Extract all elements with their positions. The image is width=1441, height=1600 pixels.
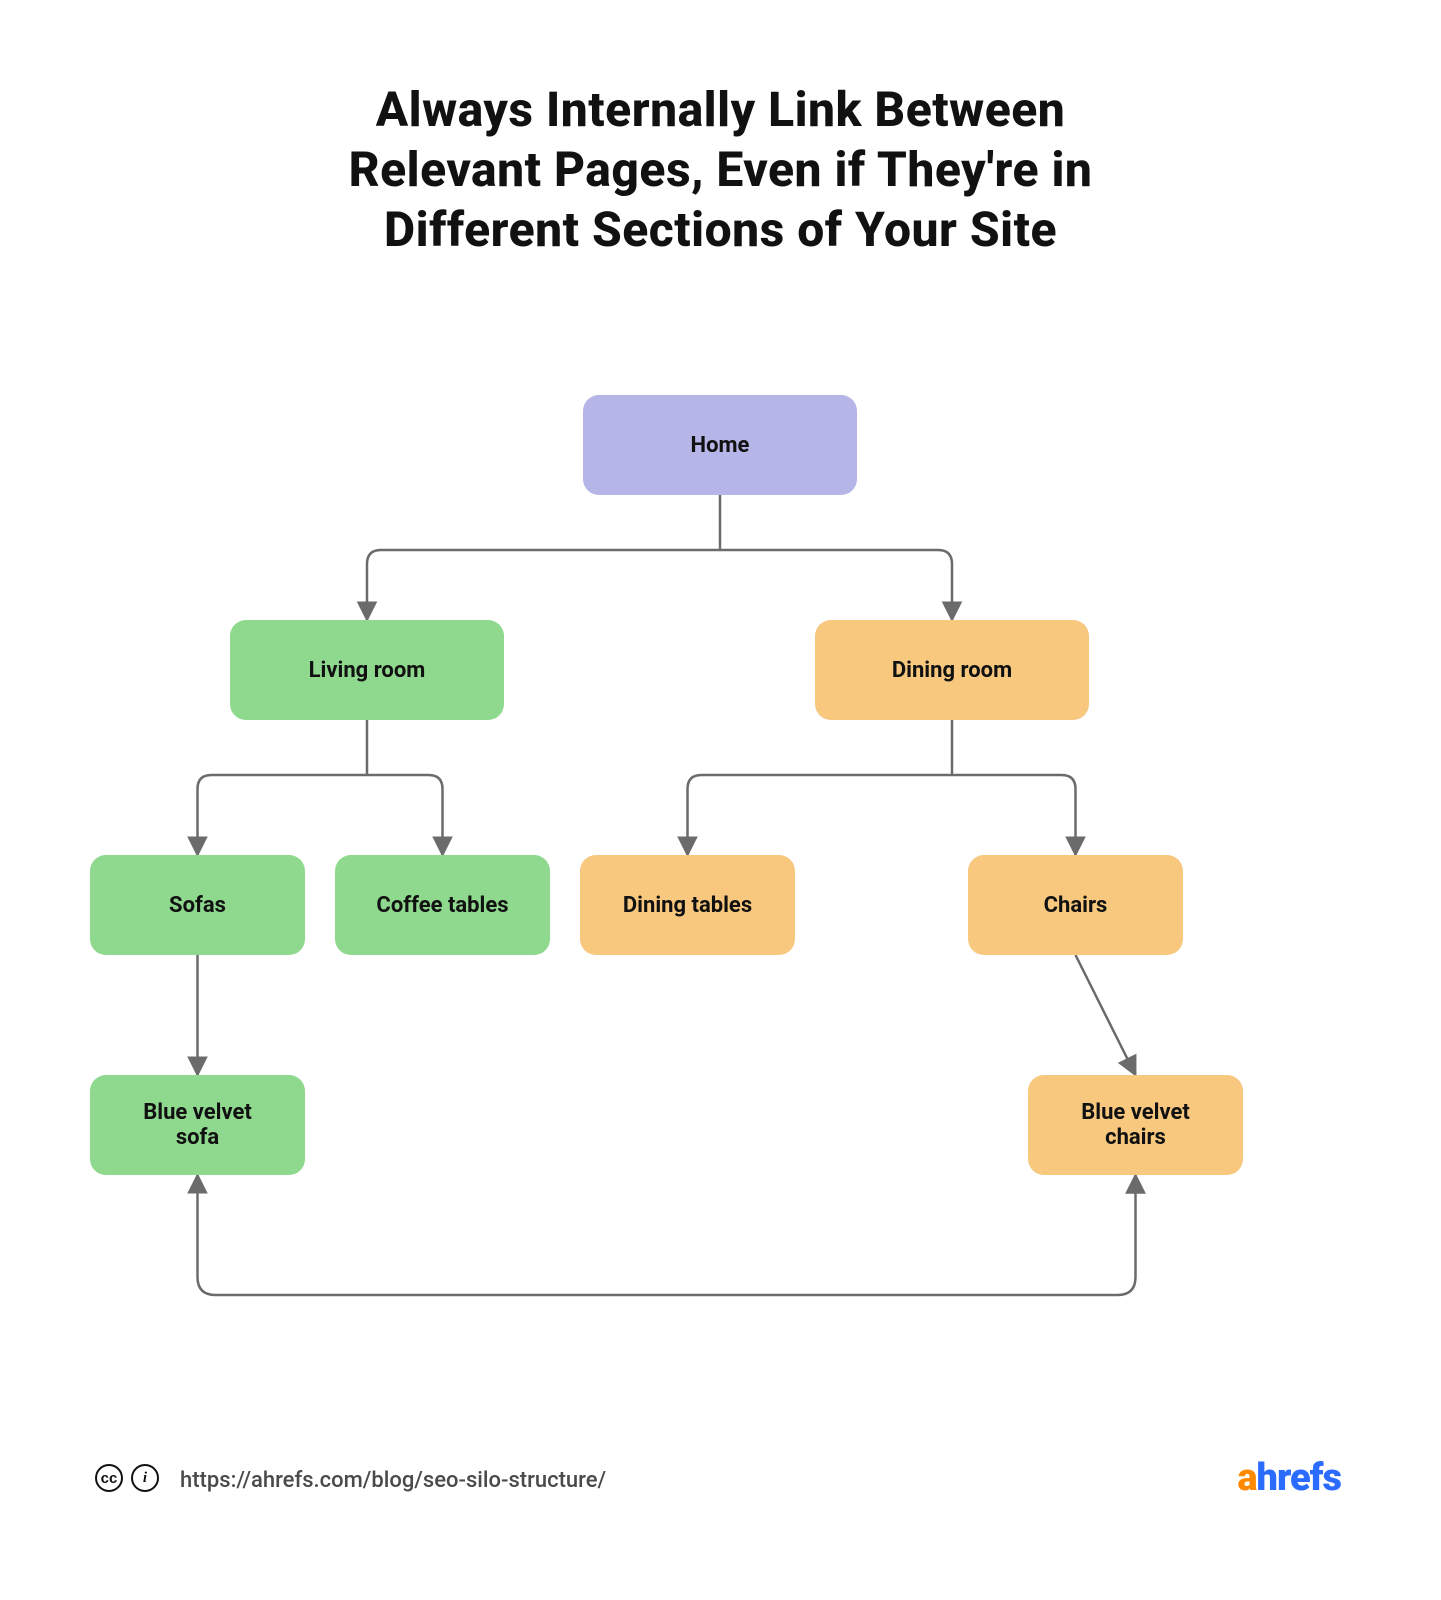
node-chairs: Chairs [968, 855, 1183, 955]
cc-by-icon: i [131, 1464, 159, 1492]
node-dining: Dining room [815, 620, 1089, 720]
source-url: https://ahrefs.com/blog/seo-silo-structu… [180, 1468, 606, 1493]
node-sofas: Sofas [90, 855, 305, 955]
ahrefs-logo: ahrefs [1237, 1456, 1341, 1500]
node-dining_tables: Dining tables [580, 855, 795, 955]
node-coffee: Coffee tables [335, 855, 550, 955]
node-bv_sofa: Blue velvet sofa [90, 1075, 305, 1175]
node-bv_chairs: Blue velvet chairs [1028, 1075, 1243, 1175]
cc-icon: cc [95, 1464, 123, 1492]
node-living: Living room [230, 620, 504, 720]
diagram-title: Always Internally Link Between Relevant … [0, 80, 1441, 260]
node-home: Home [583, 395, 857, 495]
cc-license-badge: cc i [95, 1464, 159, 1492]
